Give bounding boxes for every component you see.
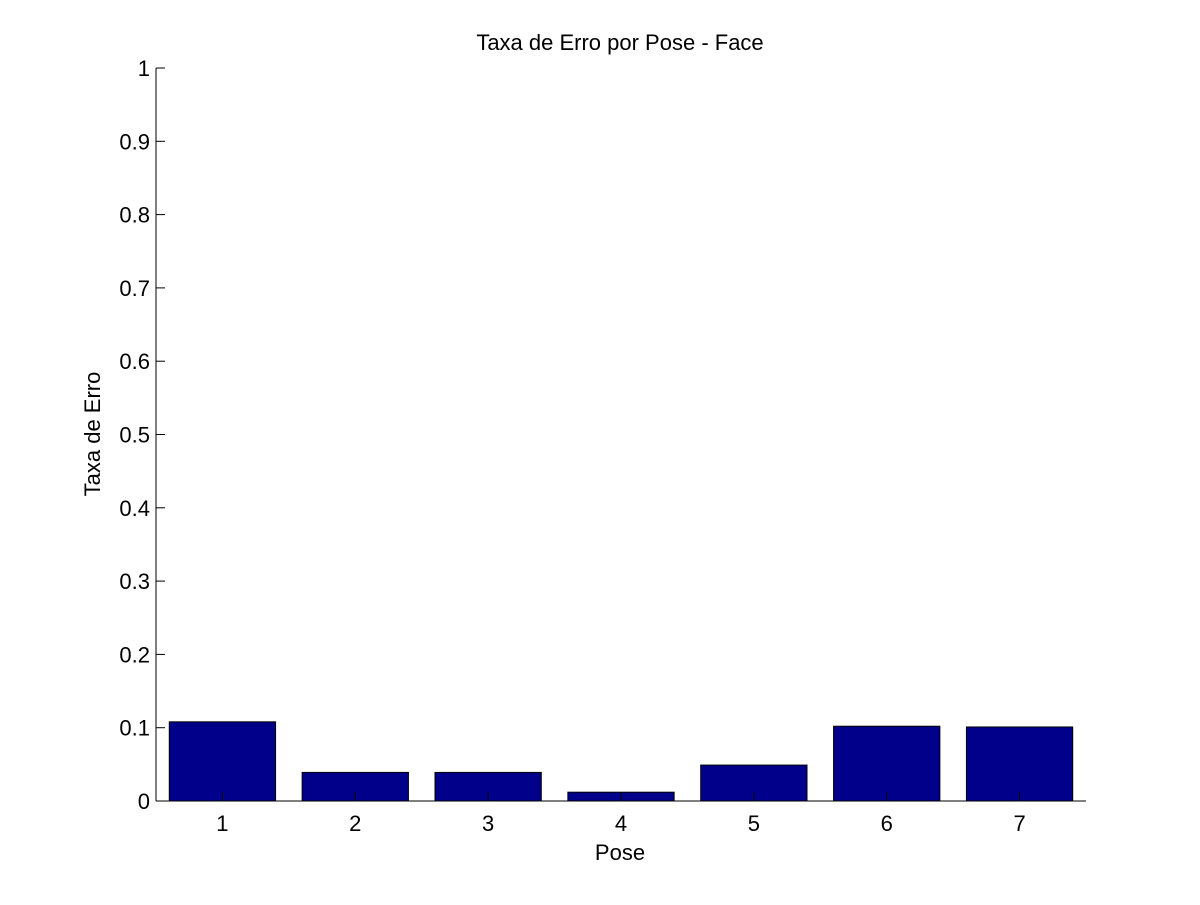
y-tick-label: 0.9 <box>119 129 150 154</box>
bar-pose-6 <box>833 725 941 802</box>
bars-group <box>168 721 1074 802</box>
x-tick-label: 5 <box>748 811 760 836</box>
y-ticks-group: 0 0.1 0.2 0.3 0.4 0.5 0.6 0.7 0.8 0.9 1 <box>119 56 165 814</box>
y-tick-label: 0.1 <box>119 716 150 741</box>
y-tick-label: 0.5 <box>119 423 150 448</box>
y-tick-label: 0.2 <box>119 642 150 667</box>
x-tick-label: 4 <box>615 811 627 836</box>
x-tick-label: 3 <box>482 811 494 836</box>
x-tick-label: 1 <box>216 811 228 836</box>
x-tick-label: 6 <box>881 811 893 836</box>
x-axis-label: Pose <box>595 840 645 865</box>
y-tick-label: 0.6 <box>119 349 150 374</box>
y-axis-label: Taxa de Erro <box>80 372 105 497</box>
axes-group <box>155 68 1086 802</box>
bar-pose-1 <box>168 721 277 802</box>
chart-title: Taxa de Erro por Pose - Face <box>476 30 763 55</box>
y-tick-label: 1 <box>138 56 150 81</box>
x-tick-label: 2 <box>349 811 361 836</box>
x-tick-label: 7 <box>1013 811 1025 836</box>
y-tick-label: 0.3 <box>119 569 150 594</box>
y-tick-label: 0.7 <box>119 276 150 301</box>
y-tick-label: 0 <box>138 789 150 814</box>
y-tick-label: 0.4 <box>119 496 150 521</box>
bar-pose-7 <box>965 726 1074 802</box>
x-ticks-group: 1 2 3 4 5 6 7 <box>216 792 1026 836</box>
y-tick-label: 0.8 <box>119 203 150 228</box>
